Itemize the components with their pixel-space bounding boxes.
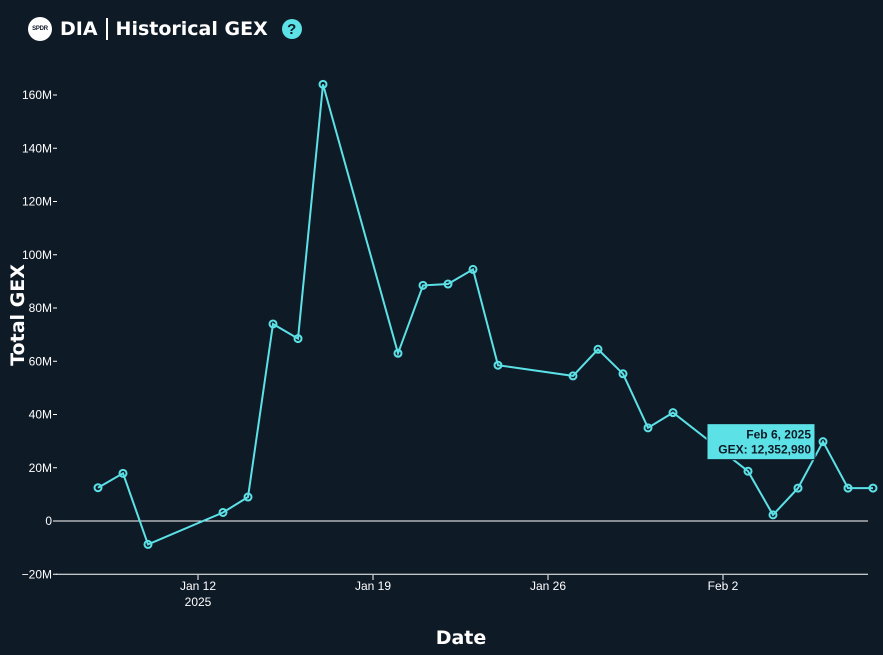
x-tick-label: Jan 12 [180, 579, 216, 593]
data-point[interactable] [568, 371, 578, 381]
y-tick-label: −20M [22, 567, 52, 581]
y-axis-title: Total GEX [7, 264, 29, 366]
data-point[interactable] [393, 348, 403, 358]
y-tick-label: 40M [29, 408, 52, 422]
logo-text: SPDR [32, 26, 48, 32]
tooltip-date: Feb 6, 2025 [746, 428, 811, 442]
x-tick-sublabel: 2025 [185, 595, 212, 609]
data-point[interactable] [743, 466, 753, 476]
data-point[interactable] [493, 360, 503, 370]
y-tick-label: 60M [29, 354, 52, 368]
data-point[interactable] [668, 408, 678, 418]
hover-tooltip: Feb 6, 2025 GEX: 12,352,980 [706, 423, 816, 461]
x-axis-title: Date [436, 627, 487, 649]
y-tick-label: 140M [22, 141, 52, 155]
chart-header: SPDR DIA Historical GEX ? [28, 14, 302, 44]
y-tick-label: 80M [29, 301, 52, 315]
y-tick-label: 20M [29, 461, 52, 475]
data-point[interactable] [243, 492, 253, 502]
data-point[interactable] [868, 483, 878, 493]
title-separator [105, 18, 108, 40]
y-tick-label: 160M [22, 88, 52, 102]
y-tick-label: 0 [45, 514, 52, 528]
y-axis-ticks: −20M 0 20M 40M 60M 80M 100M 120M 140M 160M [22, 88, 57, 581]
gex-series-line [97, 84, 873, 546]
data-point[interactable] [793, 483, 803, 493]
data-point[interactable] [318, 79, 328, 89]
spdr-logo-icon: SPDR [28, 17, 52, 41]
tooltip-value: GEX: 12,352,980 [718, 443, 811, 457]
data-point[interactable] [593, 344, 603, 354]
chart-grid [56, 520, 868, 575]
data-point[interactable] [118, 468, 128, 478]
chart-title: Historical GEX [115, 18, 268, 40]
data-point[interactable] [293, 334, 303, 344]
x-tick-label: Feb 2 [708, 579, 739, 593]
x-tick-label: Jan 26 [530, 579, 566, 593]
data-point[interactable] [268, 319, 278, 329]
data-point[interactable] [818, 437, 828, 447]
x-axis-ticks: Jan 12 2025 Jan 19 Jan 26 Feb 2 [180, 575, 739, 609]
y-tick-label: 120M [22, 195, 52, 209]
data-point[interactable] [93, 483, 103, 493]
data-point[interactable] [843, 483, 853, 493]
y-tick-label: 100M [22, 248, 52, 262]
data-point[interactable] [143, 539, 153, 549]
data-point[interactable] [618, 369, 628, 379]
ticker-label: DIA [60, 18, 98, 40]
question-circle-icon[interactable]: ? [281, 19, 302, 39]
x-tick-label: Jan 19 [355, 579, 391, 593]
data-point[interactable] [418, 280, 428, 290]
page-title: DIA Historical GEX [60, 18, 268, 40]
data-point[interactable] [768, 510, 778, 520]
data-point[interactable] [643, 423, 653, 433]
tooltip-box [706, 423, 816, 461]
data-point[interactable] [443, 279, 453, 289]
data-point[interactable] [218, 507, 228, 517]
data-point[interactable] [468, 264, 478, 274]
gex-series-points [93, 79, 878, 549]
